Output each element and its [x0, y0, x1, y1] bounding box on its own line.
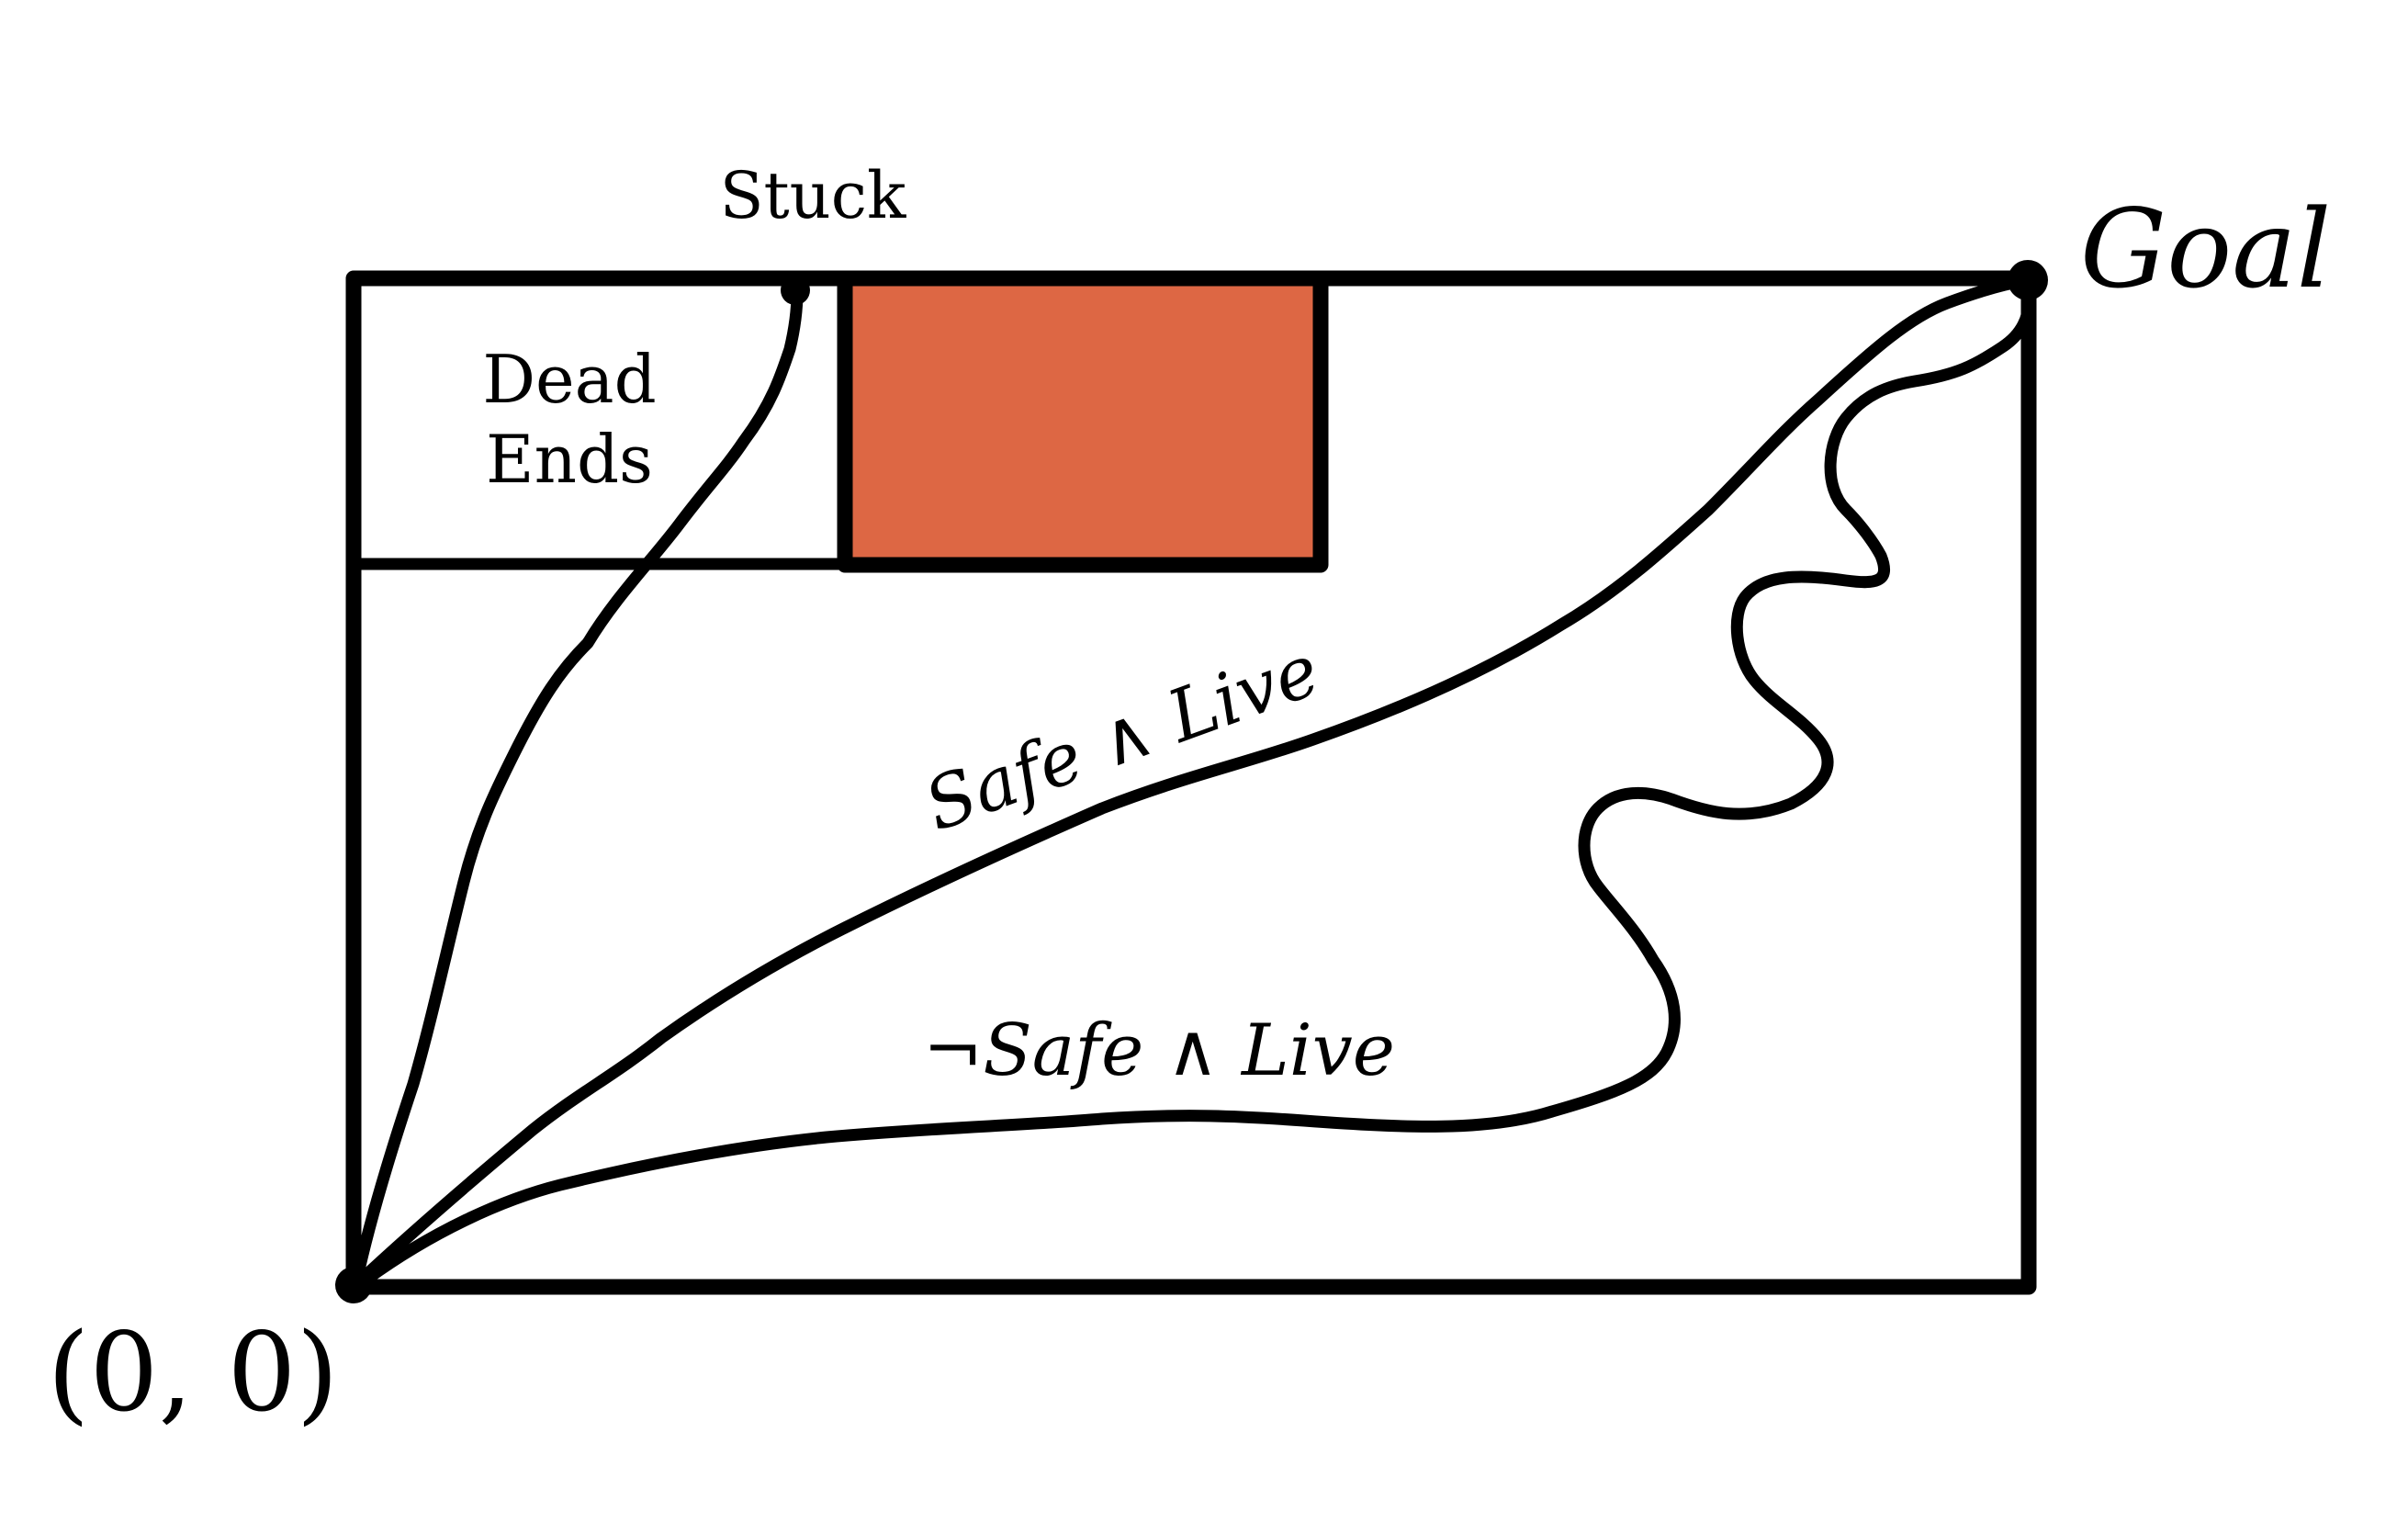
unsafe-region [837, 270, 1329, 573]
not-safe-live-trajectory [354, 288, 2035, 1291]
origin-point [335, 1267, 372, 1303]
stuck-label: Stuck [720, 158, 906, 233]
safe-live-trajectory [352, 274, 2033, 1289]
safe-live-label: Safe ∧ Live [915, 629, 1330, 848]
goal-label: Goal [2080, 186, 2331, 312]
stuck-point [781, 276, 810, 305]
dead-ends-label-line2: Ends [486, 421, 653, 498]
dead-ends-label-line1: Dead [482, 341, 656, 418]
goal-point [2008, 260, 2048, 300]
not-safe-live-label: ¬Safe ∧ Live [923, 1010, 1395, 1092]
origin-label: (0, 0) [47, 1309, 338, 1436]
stuck-trajectory [350, 286, 804, 1289]
